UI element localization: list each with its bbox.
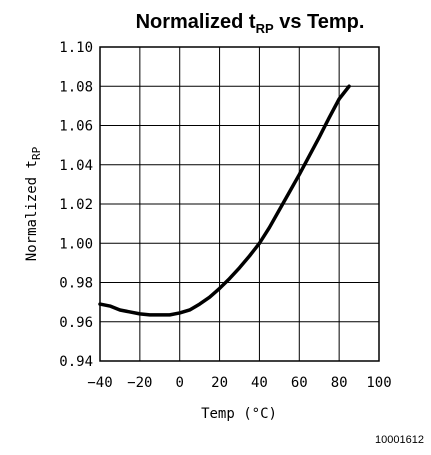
y-tick-label: 1.10: [59, 40, 93, 56]
chart-title-prefix: Normalized t: [136, 11, 256, 33]
y-tick-labels: 0.94 0.96 0.98 1.00 1.02 1.04 1.06 1.08 1.10: [59, 40, 93, 370]
x-tick-label: −20: [127, 375, 152, 391]
figure-id: 10001612: [375, 434, 424, 446]
series-layer: [98, 84, 351, 317]
x-tick-label: 0: [175, 375, 183, 391]
x-tick-labels: −40 −20 0 20 40 60 80 100: [87, 375, 391, 391]
plot-frame: [99, 46, 380, 362]
x-tick-label: 20: [211, 375, 228, 391]
chart-title-subscript: RP: [256, 21, 274, 36]
y-tick-label: 0.98: [59, 276, 93, 292]
x-tick-label: 60: [291, 375, 308, 391]
y-tick-label: 0.96: [59, 315, 93, 331]
x-axis-label: Temp (°C): [201, 406, 277, 422]
y-tick-label: 1.04: [59, 158, 93, 174]
series-line: [98, 84, 351, 317]
x-tick-label: −40: [87, 375, 112, 391]
y-axis-label-subscript: RP: [30, 146, 43, 160]
y-tick-label: 0.94: [59, 354, 93, 370]
y-axis-label-prefix: Normalized t: [24, 160, 40, 261]
y-tick-label: 1.06: [59, 119, 93, 135]
x-tick-label: 40: [251, 375, 268, 391]
y-tick-label: 1.02: [59, 197, 93, 213]
chart-title-suffix: vs Temp.: [274, 11, 365, 33]
y-tick-label: 1.08: [59, 79, 93, 95]
x-tick-label: 80: [331, 375, 348, 391]
y-tick-label: 1.00: [59, 236, 93, 252]
y-axis-label: Normalized tRP: [24, 146, 43, 261]
chart-title: Normalized tRP vs Temp.: [136, 11, 365, 36]
x-tick-label: 100: [366, 375, 391, 391]
